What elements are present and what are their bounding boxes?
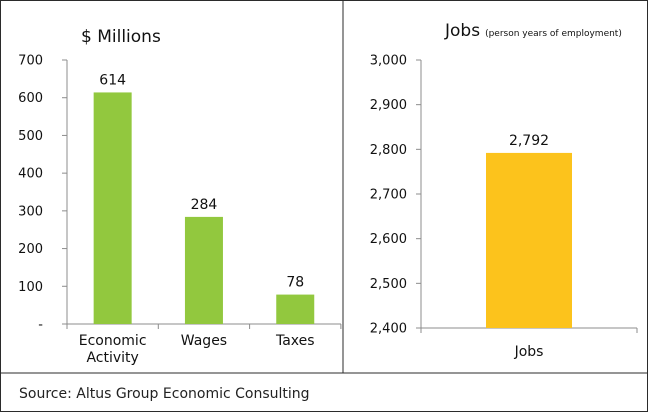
jobs-category-label: Jobs (514, 344, 544, 360)
millions-data-label: 78 (286, 275, 304, 291)
millions-data-label: 614 (99, 72, 126, 88)
jobs-y-tick-label: 2,600 (370, 232, 407, 247)
millions-category-label: Economic Activity (79, 333, 147, 366)
millions-y-tick-label: 600 (18, 91, 43, 106)
millions-bar (93, 92, 132, 324)
millions-y-tick-label: 500 (18, 129, 43, 144)
jobs-y-tick-label: 2,700 (370, 188, 407, 203)
source-note: Source: Altus Group Economic Consulting (19, 386, 310, 402)
millions-y-tick-label: - (38, 318, 43, 333)
jobs-y-tick-label: 3,000 (370, 54, 407, 69)
jobs-data-label: 2,792 (509, 133, 549, 149)
jobs-y-tick-label: 2,400 (370, 322, 407, 337)
millions-bar (276, 294, 315, 324)
millions-category-label: Taxes (275, 333, 315, 349)
millions-y-tick-label: 200 (18, 242, 43, 257)
millions-y-tick-label: 100 (18, 280, 43, 295)
millions-bar (184, 216, 223, 324)
jobs-y-tick-label: 2,500 (370, 277, 407, 292)
millions-y-tick-label: 300 (18, 204, 43, 219)
jobs-y-tick-label: 2,800 (370, 143, 407, 158)
jobs-y-tick-label: 2,900 (370, 98, 407, 113)
jobs-bar (486, 152, 572, 328)
millions-chart-title: $ Millions (81, 27, 161, 47)
millions-category-label: Wages (181, 333, 227, 349)
jobs-chart-title: Jobs (person years of employment) (444, 21, 622, 41)
millions-y-tick-label: 700 (18, 54, 43, 69)
millions-data-label: 284 (191, 197, 218, 213)
millions-y-tick-label: 400 (18, 167, 43, 182)
